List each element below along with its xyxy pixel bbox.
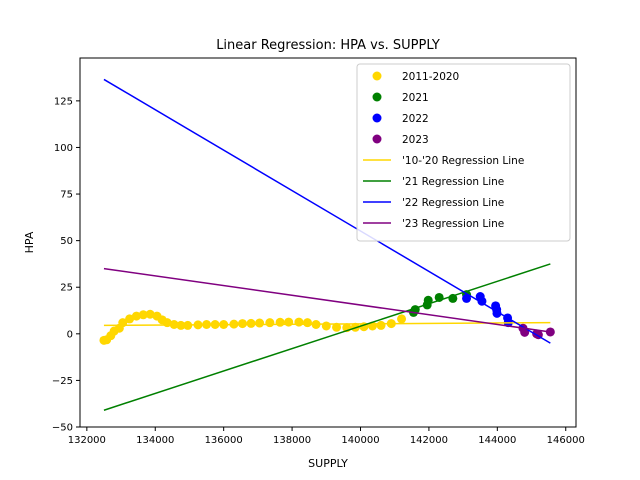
x-tick-label-7: 146000 [547, 435, 585, 446]
legend: 2011-2020 2021 2022 2023 '10-'20 Regression … [356, 63, 571, 242]
point-0-6 [125, 314, 135, 324]
x-tick-label-2: 136000 [205, 435, 243, 446]
point-0-31 [332, 322, 342, 332]
point-0-28 [302, 318, 312, 328]
x-tick-label-3: 138000 [273, 435, 311, 446]
legend-label-5: '21 Regression Line [402, 176, 504, 188]
y-tick-label-1: −25 [52, 376, 73, 387]
legend-marker-1 [372, 92, 382, 102]
plot-area [99, 78, 555, 411]
point-0-9 [145, 309, 155, 319]
x-tick-label-5: 142000 [410, 435, 448, 446]
y-tick-label-4: 50 [60, 236, 73, 247]
x-tick-label-0: 132000 [68, 435, 106, 446]
legend-label-7: '23 Regression Line [402, 218, 504, 230]
point-0-8 [138, 310, 148, 320]
point-0-30 [321, 321, 331, 331]
legend-label-2: 2022 [402, 113, 429, 125]
point-2-0 [462, 293, 472, 303]
y-tick-label-2: 0 [67, 329, 73, 340]
point-0-36 [376, 320, 386, 330]
chart-title: Linear Regression: HPA vs. SUPPLY [216, 38, 440, 53]
regression-line-1 [103, 263, 551, 411]
point-0-21 [237, 319, 247, 329]
point-0-7 [131, 311, 141, 321]
axis-ticks: 132000 134000 136000 138000 140000 142000 1440… [52, 96, 585, 446]
point-0-27 [294, 317, 304, 327]
regression-line-0 [103, 321, 551, 327]
legend-box [356, 63, 571, 242]
x-tick-label-4: 140000 [341, 435, 379, 446]
legend-label-1: 2021 [402, 92, 429, 104]
y-tick-label-7: 125 [54, 96, 73, 107]
x-tick-label-6: 144000 [478, 435, 516, 446]
legend-label-6: '22 Regression Line [402, 197, 504, 209]
legend-label-4: '10-'20 Regression Line [402, 155, 524, 167]
point-0-22 [246, 318, 256, 328]
x-axis-label: SUPPLY [308, 457, 348, 470]
regression-line-3 [103, 267, 551, 333]
legend-label-0: 2011-2020 [402, 71, 459, 83]
point-0-25 [275, 317, 285, 327]
point-0-23 [255, 318, 265, 328]
point-0-38 [397, 314, 407, 324]
y-tick-label-0: −50 [52, 423, 73, 434]
y-axis-label: HPA [23, 231, 36, 253]
regression-line-2 [103, 78, 551, 344]
y-tick-label-3: 25 [60, 283, 73, 294]
point-0-24 [265, 318, 275, 328]
axes-frame [79, 57, 577, 428]
y-tick-label-5: 75 [60, 190, 73, 201]
point-0-26 [284, 317, 294, 327]
x-tick-label-1: 134000 [136, 435, 174, 446]
legend-marker-3 [372, 134, 382, 144]
legend-marker-2 [372, 113, 382, 123]
legend-label-3: 2023 [402, 134, 429, 146]
y-tick-label-6: 100 [54, 143, 73, 154]
legend-marker-0 [372, 71, 382, 81]
